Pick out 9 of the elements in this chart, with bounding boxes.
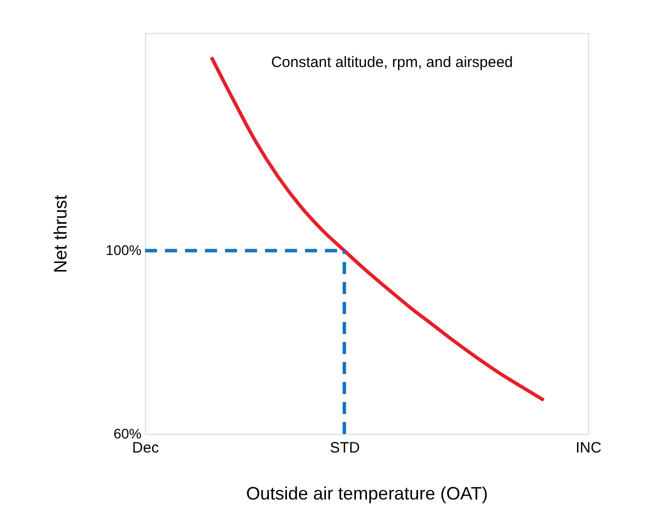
x-axis-title: Outside air temperature (OAT) [246, 484, 488, 504]
y-axis-title: Net thrust [50, 194, 71, 274]
line-series [210, 56, 546, 402]
annotation: Constant altitude, rpm, and airspeed [271, 54, 513, 71]
x-tick-label: INC [576, 440, 602, 456]
x-tick-label: Dec [132, 440, 160, 456]
y-tick-label: 100% [106, 242, 142, 258]
y-tick-label: 60% [113, 426, 142, 442]
x-tick-label: STD [330, 440, 360, 456]
